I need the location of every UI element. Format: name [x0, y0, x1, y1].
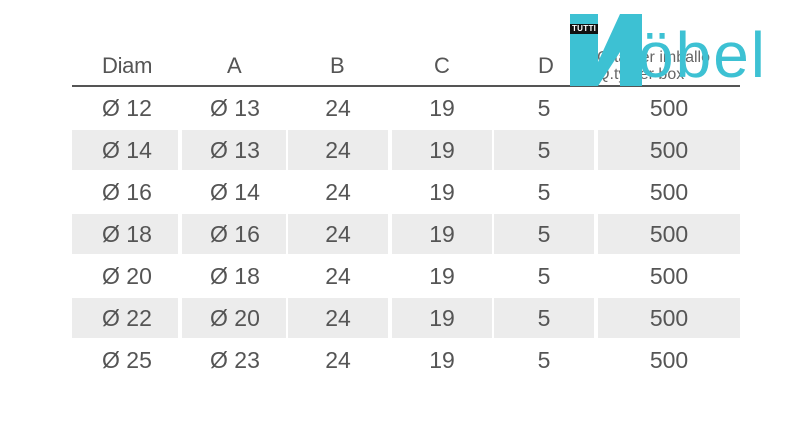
- cell-a: Ø 13: [210, 95, 260, 121]
- table-row: Ø 18 Ø 16 24 19 5 500: [72, 213, 740, 255]
- logo-wordmark: öbel: [638, 19, 767, 91]
- header-a: A: [227, 53, 242, 78]
- table-row: Ø 12 Ø 13 24 19 5 500: [72, 87, 740, 129]
- cell-diam: Ø 12: [102, 95, 152, 121]
- cell-diam: Ø 18: [72, 214, 178, 254]
- header-b: B: [330, 53, 345, 78]
- cell-b: 24: [288, 214, 388, 254]
- cell-a: Ø 23: [210, 347, 260, 373]
- dimensions-table: Diam A B C D Q.tà per imballo Q.ty per b…: [72, 40, 740, 381]
- cell-c: 19: [392, 130, 492, 170]
- cell-a: Ø 13: [182, 130, 286, 170]
- cell-c: 19: [429, 263, 455, 289]
- table-row: Ø 20 Ø 18 24 19 5 500: [72, 255, 740, 297]
- header-d: D: [538, 53, 554, 78]
- header-diam: Diam: [102, 53, 153, 78]
- table-row: Ø 14 Ø 13 24 19 5 500: [72, 129, 740, 171]
- cell-c: 19: [429, 347, 455, 373]
- cell-qty: 500: [649, 263, 689, 289]
- cell-qty: 500: [649, 347, 689, 373]
- cell-d: 5: [494, 298, 594, 338]
- cell-diam: Ø 16: [102, 179, 152, 205]
- cell-c: 19: [392, 214, 492, 254]
- cell-diam: Ø 25: [102, 347, 152, 373]
- cell-b: 24: [325, 95, 351, 121]
- cell-a: Ø 14: [210, 179, 260, 205]
- cell-diam: Ø 14: [72, 130, 178, 170]
- cell-b: 24: [325, 263, 351, 289]
- table-row: Ø 25 Ø 23 24 19 5 500: [72, 339, 740, 381]
- cell-qty: 500: [649, 95, 689, 121]
- cell-c: 19: [392, 298, 492, 338]
- cell-d: 5: [537, 347, 551, 373]
- cell-d: 5: [537, 179, 551, 205]
- table-body: Ø 12 Ø 13 24 19 5 500 Ø 14 Ø 13 24 19 5 …: [72, 87, 740, 381]
- cell-d: 5: [537, 95, 551, 121]
- cell-b: 24: [288, 130, 388, 170]
- cell-qty: 500: [598, 214, 740, 254]
- cell-qty: 500: [598, 298, 740, 338]
- header-c: C: [434, 53, 450, 78]
- cell-diam: Ø 20: [102, 263, 152, 289]
- cell-a: Ø 18: [210, 263, 260, 289]
- cell-b: 24: [288, 298, 388, 338]
- cell-a: Ø 20: [182, 298, 286, 338]
- cell-b: 24: [325, 347, 351, 373]
- cell-a: Ø 16: [182, 214, 286, 254]
- cell-d: 5: [537, 263, 551, 289]
- logo-tag: TUTTI: [570, 24, 599, 34]
- cell-d: 5: [494, 214, 594, 254]
- cell-qty: 500: [649, 179, 689, 205]
- cell-d: 5: [494, 130, 594, 170]
- cell-c: 19: [429, 95, 455, 121]
- cell-qty: 500: [598, 130, 740, 170]
- cell-c: 19: [429, 179, 455, 205]
- brand-logo: TUTTI öbel: [568, 12, 786, 91]
- table-row: Ø 22 Ø 20 24 19 5 500: [72, 297, 740, 339]
- cell-b: 24: [325, 179, 351, 205]
- cell-diam: Ø 22: [72, 298, 178, 338]
- table-row: Ø 16 Ø 14 24 19 5 500: [72, 171, 740, 213]
